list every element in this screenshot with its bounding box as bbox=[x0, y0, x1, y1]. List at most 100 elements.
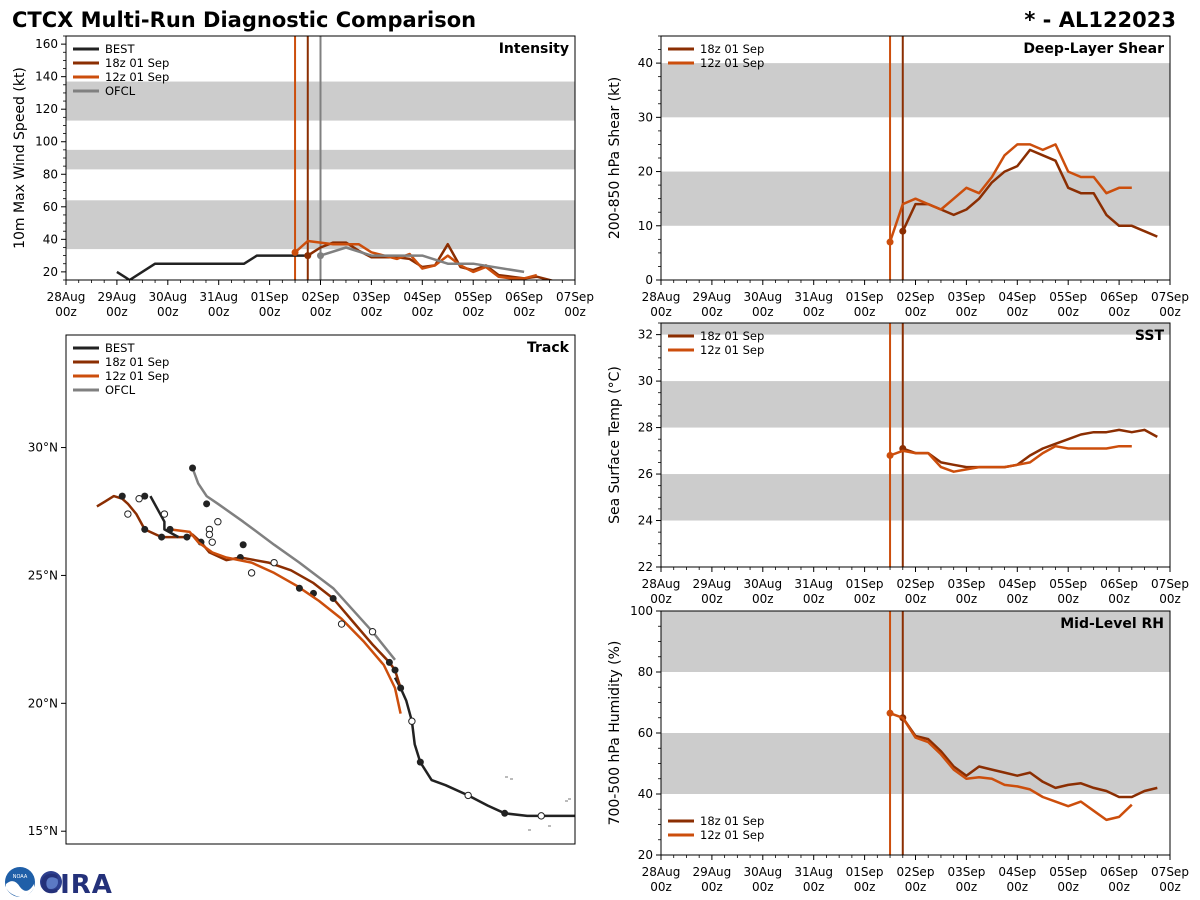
rh-panel: 2040608010028Aug00z29Aug00z30Aug00z31Aug… bbox=[607, 604, 1189, 894]
shear-xtick-label-date-0: 28Aug bbox=[642, 290, 681, 304]
shear-ytick-label-1: 10 bbox=[638, 219, 653, 233]
intensity-ylabel: 10m Max Wind Speed (kt) bbox=[12, 67, 28, 249]
intensity-xtick-label-date-7: 04Sep bbox=[403, 290, 441, 304]
shear-xtick-label-date-10: 07Sep bbox=[1151, 290, 1189, 304]
track-point-ofcl-open-2 bbox=[270, 558, 278, 567]
sst-ytick-label-0: 22 bbox=[638, 560, 653, 574]
intensity-legend-label-run18: 18z 01 Sep bbox=[105, 56, 169, 70]
rh-ytick-label-1: 40 bbox=[638, 787, 653, 801]
intensity-ytick-label-7: 160 bbox=[35, 37, 58, 51]
intensity-ytick-label-4: 100 bbox=[35, 135, 58, 149]
sst-ytick-label-2: 26 bbox=[638, 467, 653, 481]
track-series-best bbox=[149, 495, 180, 539]
sst-ytick-label-5: 32 bbox=[638, 328, 653, 342]
intensity-marker-ofcl-0 bbox=[317, 252, 324, 260]
intensity-xtick-label-date-8: 05Sep bbox=[454, 290, 492, 304]
track-point-run18-filled-8 bbox=[158, 533, 166, 541]
rh-ytick-label-2: 60 bbox=[638, 726, 653, 740]
sst-band-0 bbox=[661, 474, 1170, 521]
rh-xtick-label-date-0: 28Aug bbox=[642, 865, 681, 879]
intensity-ytick-label-5: 120 bbox=[35, 102, 58, 116]
intensity-xtick-label-hour-6: 00z bbox=[361, 305, 383, 319]
sst-xtick-label-hour-8: 00z bbox=[1057, 592, 1079, 606]
track-point-run18-filled-7 bbox=[183, 533, 191, 541]
shear-xtick-label-hour-2: 00z bbox=[752, 305, 774, 319]
rh-xtick-label-date-5: 02Sep bbox=[897, 865, 935, 879]
intensity-title: Intensity bbox=[499, 41, 569, 57]
shear-series-run18 bbox=[901, 148, 1158, 238]
sst-xtick-label-hour-4: 00z bbox=[854, 592, 876, 606]
track-point-run18-filled-0 bbox=[397, 684, 405, 692]
intensity-legend-label-run12: 12z 01 Sep bbox=[105, 70, 169, 84]
rh-band-1 bbox=[661, 611, 1170, 672]
sst-xtick-label-date-5: 02Sep bbox=[897, 577, 935, 591]
shear-xtick-label-hour-10: 00z bbox=[1159, 305, 1181, 319]
intensity-xtick-label-hour-1: 00z bbox=[106, 305, 128, 319]
track-island-5 bbox=[528, 829, 531, 831]
intensity-xtick-label-hour-8: 00z bbox=[462, 305, 484, 319]
rh-legend-label-run18: 18z 01 Sep bbox=[700, 814, 764, 828]
sst-xtick-label-date-1: 29Aug bbox=[693, 577, 732, 591]
intensity-marker-run18-0 bbox=[304, 252, 312, 260]
sst-xtick-label-hour-2: 00z bbox=[752, 592, 774, 606]
shear-xtick-label-hour-5: 00z bbox=[905, 305, 927, 319]
track-title: Track bbox=[527, 340, 570, 356]
track-point-best-open-0 bbox=[537, 812, 545, 820]
shear-ylabel: 200-850 hPa Shear (kt) bbox=[607, 77, 623, 239]
track-legend-label-run18: 18z 01 Sep bbox=[105, 355, 169, 369]
shear-panel: 01020304028Aug00z29Aug00z30Aug00z31Aug00… bbox=[607, 35, 1189, 319]
rh-marker-run12-0 bbox=[886, 709, 894, 717]
intensity-ytick-label-2: 60 bbox=[43, 200, 58, 214]
track-series-ofcl bbox=[191, 467, 396, 661]
intensity-xtick-label-date-10: 07Sep bbox=[556, 290, 594, 304]
shear-xtick-label-date-7: 04Sep bbox=[998, 290, 1036, 304]
shear-xtick-label-date-1: 29Aug bbox=[693, 290, 732, 304]
sst-xtick-label-hour-3: 00z bbox=[803, 592, 825, 606]
track-point-ofcl-open-1 bbox=[337, 620, 346, 628]
intensity-ytick-label-1: 40 bbox=[43, 232, 58, 246]
cira-logo: NOAA CIRA bbox=[5, 867, 112, 900]
track-island-3 bbox=[565, 800, 568, 802]
rh-xtick-label-hour-3: 00z bbox=[803, 880, 825, 894]
sst-xtick-label-hour-0: 00z bbox=[650, 592, 672, 606]
shear-xtick-label-date-2: 30Aug bbox=[743, 290, 782, 304]
shear-xtick-label-hour-7: 00z bbox=[1007, 305, 1029, 319]
shear-ytick-label-3: 30 bbox=[638, 110, 653, 124]
intensity-xtick-label-date-4: 01Sep bbox=[251, 290, 289, 304]
sst-xtick-label-date-10: 07Sep bbox=[1151, 577, 1189, 591]
shear-xtick-label-date-5: 02Sep bbox=[897, 290, 935, 304]
intensity-series-ofcl bbox=[320, 246, 525, 274]
track-point-best-filled-1 bbox=[416, 758, 424, 766]
track-point-ofcl-open-3 bbox=[247, 569, 256, 577]
shear-ytick-label-4: 40 bbox=[638, 56, 653, 70]
sst-frame bbox=[660, 322, 1171, 568]
shear-xtick-label-hour-1: 00z bbox=[701, 305, 723, 319]
track-point-run18-filled-2 bbox=[391, 666, 399, 674]
track-point-best-open-1 bbox=[135, 494, 143, 503]
noaa-logo-text: NOAA bbox=[13, 874, 28, 880]
track-ytick-label-2: 25°N bbox=[28, 568, 58, 582]
sst-xtick-label-hour-10: 00z bbox=[1159, 592, 1181, 606]
rh-title: Mid-Level RH bbox=[1060, 616, 1164, 632]
track-legend-label-run12: 12z 01 Sep bbox=[105, 369, 169, 383]
intensity-plot-area bbox=[66, 36, 575, 280]
intensity-xtick-label-hour-7: 00z bbox=[412, 305, 434, 319]
shear-plot-area bbox=[661, 36, 1170, 280]
rh-band-0 bbox=[661, 733, 1170, 794]
sst-xtick-label-hour-1: 00z bbox=[701, 592, 723, 606]
shear-xtick-label-date-8: 05Sep bbox=[1049, 290, 1087, 304]
shear-xtick-label-date-6: 03Sep bbox=[947, 290, 985, 304]
rh-xtick-label-hour-7: 00z bbox=[1007, 880, 1029, 894]
sst-xtick-label-hour-5: 00z bbox=[905, 592, 927, 606]
shear-legend-label-run12: 12z 01 Sep bbox=[700, 56, 764, 70]
sst-ylabel: Sea Surface Temp (°C) bbox=[607, 366, 623, 524]
track-point-run18-filled-10 bbox=[118, 492, 126, 500]
sst-xtick-label-date-8: 05Sep bbox=[1049, 577, 1087, 591]
sst-xtick-label-hour-9: 00z bbox=[1108, 592, 1130, 606]
shear-xtick-label-hour-9: 00z bbox=[1108, 305, 1130, 319]
sst-band-1 bbox=[661, 381, 1170, 428]
shear-xtick-label-hour-8: 00z bbox=[1057, 305, 1079, 319]
shear-ytick-label-2: 20 bbox=[638, 165, 653, 179]
intensity-xtick-label-date-3: 31Aug bbox=[199, 290, 238, 304]
